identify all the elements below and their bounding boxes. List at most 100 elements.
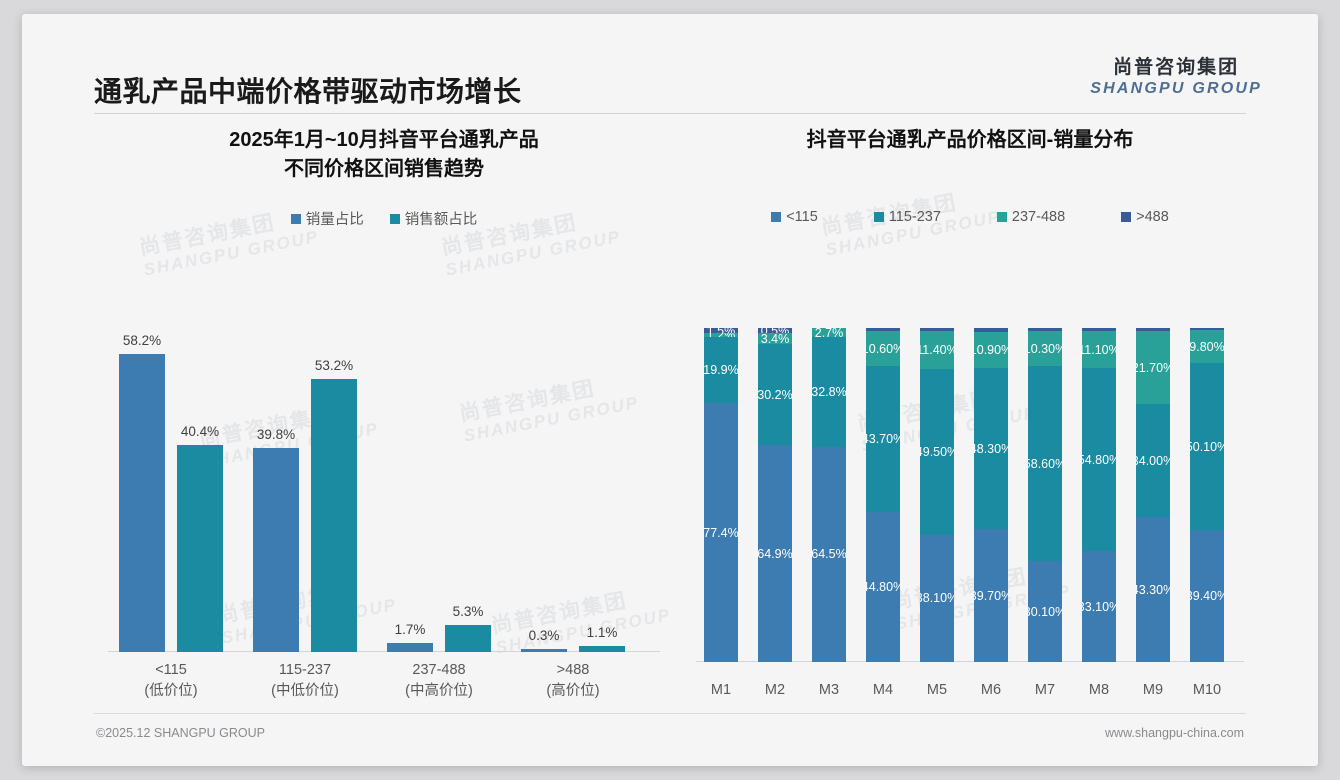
stacked-bar-segment[interactable]: 30.2%: [758, 344, 792, 446]
stacked-bar[interactable]: 38.10% 49.50% 11.40%: [920, 328, 954, 662]
stacked-bar-segment[interactable]: [920, 328, 954, 332]
bar[interactable]: 5.3%: [445, 604, 491, 652]
bar[interactable]: 40.4%: [177, 424, 223, 652]
stacked-bar[interactable]: 43.30% 34.00% 21.70%: [1136, 328, 1170, 662]
stacked-bar-segment[interactable]: [1082, 328, 1116, 332]
bar[interactable]: 1.1%: [579, 625, 625, 652]
stacked-bar-segment[interactable]: 0.5%: [758, 328, 792, 334]
segment-value-label: 3.4%: [760, 333, 790, 345]
stacked-bar-segment[interactable]: [974, 328, 1008, 332]
segment-value-label: 33.10%: [1082, 599, 1116, 614]
segment-value-label: 39.40%: [1190, 589, 1224, 604]
stacked-bar[interactable]: 44.80% 43.70% 10.60%: [866, 328, 900, 662]
legend-swatch-icon: [389, 213, 400, 224]
segment-value-label: 0.5%: [761, 328, 790, 333]
stacked-bar-segment[interactable]: 77.4%: [704, 403, 738, 662]
copyright-text: ©2025.12 SHANGPU GROUP: [96, 726, 265, 740]
x-axis-month-label: M2: [764, 682, 786, 698]
stacked-bar-segment[interactable]: [1028, 328, 1062, 332]
bar-group: 1.7% 5.3%: [372, 604, 506, 652]
bar-group: 0.3% 1.1%: [506, 625, 640, 652]
x-axis-label-primary: 237-488: [412, 661, 466, 678]
stacked-bar-segment[interactable]: [1190, 328, 1224, 331]
stacked-bar-segment[interactable]: [1136, 328, 1170, 332]
segment-value-label: 58.60%: [1028, 456, 1062, 471]
stacked-bar-segment[interactable]: [866, 328, 900, 332]
stacked-bar-segment[interactable]: 1.5%: [704, 328, 738, 334]
stacked-bar-segment[interactable]: 64.5%: [812, 446, 846, 662]
grouped-bar-chart: 58.2% 40.4% <115 (低价位) 39.8% 53.2% 115-237 (中低价…: [94, 304, 674, 706]
stacked-bar-segment[interactable]: 54.80%: [1082, 368, 1116, 552]
stacked-bar-segment[interactable]: 2.7%: [812, 328, 846, 338]
bar-value-label: 0.3%: [528, 628, 560, 643]
stacked-bar-segment[interactable]: 48.30%: [974, 368, 1008, 530]
stacked-bar-segment[interactable]: 1.2%: [704, 333, 738, 338]
legend-item-0[interactable]: <115: [771, 209, 818, 225]
legend-item-2[interactable]: 237-488: [996, 209, 1065, 225]
stacked-bar-segment[interactable]: 9.80%: [1190, 330, 1224, 364]
segment-value-label: 19.9%: [704, 363, 738, 378]
segment-value-label: 1.5%: [707, 328, 736, 333]
stacked-bar-segment[interactable]: 39.40%: [1190, 530, 1224, 662]
stacked-bar-segment[interactable]: 34.00%: [1136, 403, 1170, 518]
stacked-bar[interactable]: 64.5% 32.8% 2.7%: [812, 328, 846, 662]
legend-item-1[interactable]: 销售额占比: [389, 208, 477, 229]
stacked-bar-segment[interactable]: 43.30%: [1136, 517, 1170, 662]
stacked-bar-segment[interactable]: 11.40%: [920, 331, 954, 370]
segment-value-label: 77.4%: [704, 525, 738, 540]
legend-swatch-icon: [996, 212, 1007, 222]
bar[interactable]: 58.2%: [119, 333, 165, 652]
bar[interactable]: 39.8%: [253, 427, 299, 652]
stacked-bar-segment[interactable]: 19.9%: [704, 337, 738, 404]
segment-value-label: 48.30%: [974, 441, 1008, 456]
segment-value-label: 11.10%: [1082, 342, 1116, 357]
stacked-bar-segment[interactable]: 10.60%: [866, 331, 900, 367]
legend-item-3[interactable]: >488: [1121, 209, 1169, 225]
stacked-bar-segment[interactable]: 30.10%: [1028, 561, 1062, 662]
stacked-bar-segment[interactable]: 21.70%: [1136, 331, 1170, 404]
stacked-bar-segment[interactable]: 11.10%: [1082, 331, 1116, 369]
stacked-bar-segment[interactable]: 38.10%: [920, 534, 954, 662]
bar-group: 58.2% 40.4%: [104, 333, 238, 652]
x-axis-label-primary: <115: [155, 661, 187, 678]
bar-value-label: 53.2%: [314, 358, 354, 374]
stacked-bar[interactable]: 64.9% 30.2% 3.4%0.5%: [758, 328, 792, 662]
bar[interactable]: 0.3%: [521, 628, 567, 652]
segment-value-label: 9.80%: [1190, 339, 1224, 354]
legend-item-0[interactable]: 销量占比: [290, 208, 364, 229]
stacked-bar-segment[interactable]: 58.60%: [1028, 365, 1062, 562]
stacked-bar-segment[interactable]: 3.4%: [758, 333, 792, 345]
stacked-bar-segment[interactable]: 33.10%: [1082, 551, 1116, 662]
stacked-bar-segment[interactable]: 49.50%: [920, 369, 954, 535]
stacked-bar[interactable]: 33.10% 54.80% 11.10%: [1082, 328, 1116, 662]
stacked-bar[interactable]: 39.40% 50.10% 9.80%: [1190, 328, 1224, 662]
stacked-bar[interactable]: 30.10% 58.60% 10.30%: [1028, 328, 1062, 662]
stacked-bar-segment[interactable]: 43.70%: [866, 366, 900, 513]
stacked-bar-segment[interactable]: 10.90%: [974, 331, 1008, 369]
x-axis-label-primary: >488: [556, 661, 590, 678]
footer-divider: [94, 713, 1246, 714]
stacked-bar-segment[interactable]: 10.30%: [1028, 331, 1062, 366]
left-chart-title: 2025年1月~10月抖音平台通乳产品 不同价格区间销售趋势: [94, 126, 674, 184]
stacked-bar-segment[interactable]: 39.70%: [974, 529, 1008, 662]
stacked-bar[interactable]: 39.70% 48.30% 10.90%: [974, 328, 1008, 662]
legend-item-1[interactable]: 115-237: [873, 209, 941, 225]
legend-label: <115: [786, 209, 818, 225]
x-axis-line: [696, 661, 1244, 662]
right-chart-panel: 抖音平台通乳产品价格区间-销量分布 <115 115-237 237-488 >488…: [690, 126, 1250, 706]
x-axis-category-label: 115-237 (中低价位): [238, 660, 372, 702]
bar[interactable]: 1.7%: [387, 622, 433, 652]
segment-value-label: 50.10%: [1190, 439, 1224, 454]
x-axis-month-label: M7: [1034, 682, 1056, 698]
segment-value-label: 10.30%: [1028, 341, 1062, 356]
stacked-bar-segment[interactable]: 44.80%: [866, 512, 900, 662]
segment-value-label: 38.10%: [920, 591, 954, 606]
x-axis-category-label: 237-488 (中高价位): [372, 660, 506, 702]
x-axis-label-secondary: (高价位): [546, 682, 600, 699]
segment-value-label: 30.10%: [1028, 604, 1062, 619]
stacked-bar[interactable]: 77.4% 19.9% 1.2%1.5%: [704, 328, 738, 662]
stacked-bar-segment[interactable]: 32.8%: [812, 337, 846, 447]
bar[interactable]: 53.2%: [311, 358, 357, 652]
stacked-bar-segment[interactable]: 64.9%: [758, 445, 792, 662]
stacked-bar-segment[interactable]: 50.10%: [1190, 363, 1224, 531]
